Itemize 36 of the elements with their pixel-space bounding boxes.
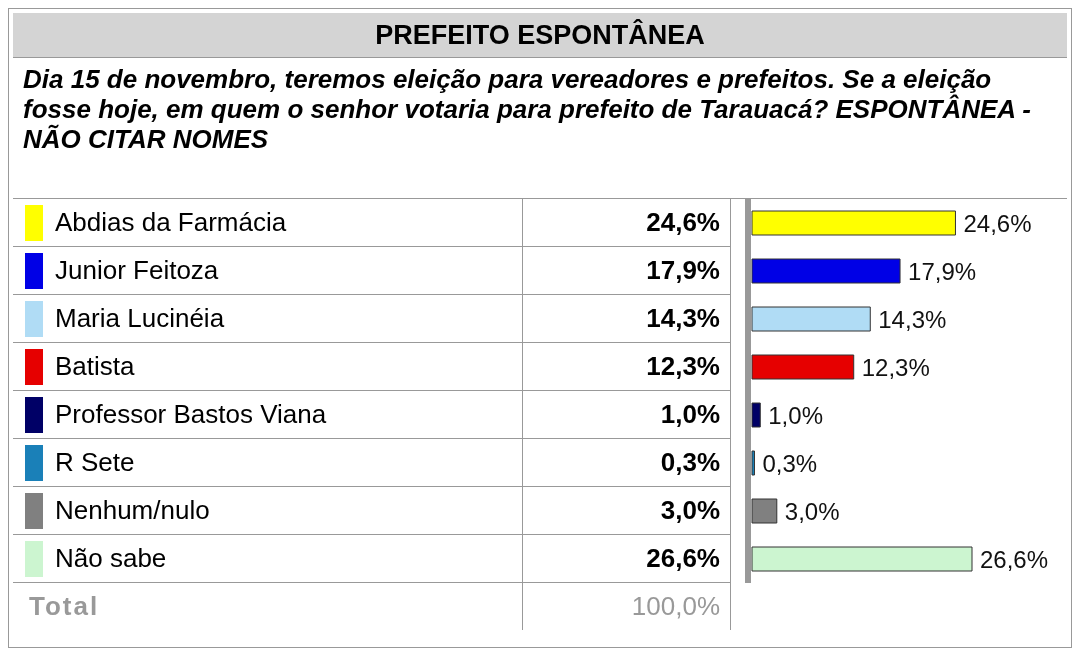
bar xyxy=(751,354,855,380)
y-tick-label: Abdias da Farmácia xyxy=(55,207,287,238)
bar xyxy=(751,498,778,524)
text: 24,6% xyxy=(963,209,1032,237)
text: 26,6% xyxy=(980,545,1049,573)
y-tick-label: R Sete xyxy=(55,447,135,478)
text: Total xyxy=(28,590,101,623)
text: 0,3% xyxy=(762,449,818,477)
y-tick-label: Batista xyxy=(55,351,135,382)
bar xyxy=(751,258,901,284)
text: Dia 15 de novembro, teremos eleição para vereadores e prefeitos. Se a eleição fosse hoje, em quem o senhor votaria para prefeito de Tarauacá? ESPONTÂNEA - NÃO CITAR NOMES xyxy=(22,63,1032,156)
bar xyxy=(751,450,755,476)
data-label: 0,3% xyxy=(523,439,730,487)
data-label: 17,9% xyxy=(523,247,730,295)
text: 17,9% xyxy=(908,257,977,285)
data-label: 14,3% xyxy=(523,295,730,343)
text: 3,0% xyxy=(784,497,840,525)
y-tick-label: Junior Feitoza xyxy=(55,255,219,286)
y-tick-label: Professor Bastos Viana xyxy=(55,399,327,430)
chart-title: PREFEITO ESPONTÂNEA xyxy=(13,13,1067,58)
y-tick-label: Maria Lucinéia xyxy=(55,303,225,334)
data-label: 26,6% xyxy=(523,535,730,583)
bar xyxy=(751,210,956,236)
text: 100,0% xyxy=(630,590,721,623)
data-label: 3,0% xyxy=(523,487,730,535)
text: 1,0% xyxy=(768,401,823,429)
text: 14,3% xyxy=(878,305,947,333)
y-tick-label: Não sabe xyxy=(55,543,167,574)
data-label: 24,6% xyxy=(523,199,730,247)
bar xyxy=(751,402,761,428)
text: 12,3% xyxy=(861,353,930,381)
y-tick-label: Nenhum/nulo xyxy=(55,495,210,526)
bar xyxy=(751,306,871,332)
bar xyxy=(751,546,973,572)
data-label: 12,3% xyxy=(523,343,730,391)
data-label: 1,0% xyxy=(523,391,730,439)
